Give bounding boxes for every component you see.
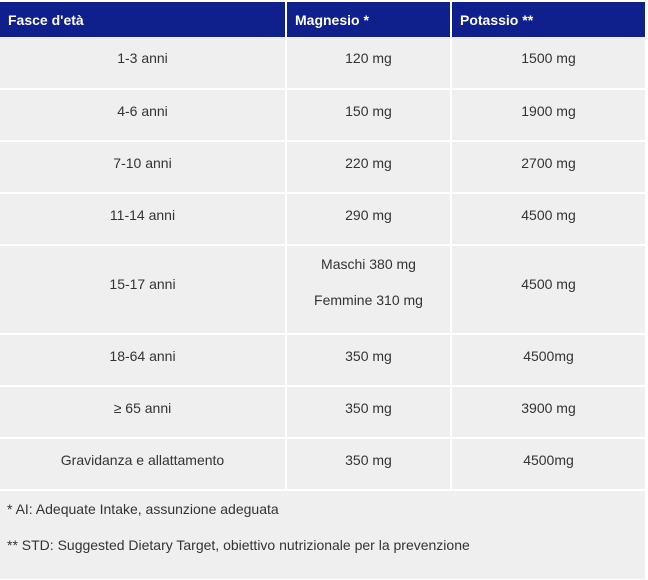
age-cell: 4-6 anni [0,89,287,142]
age-cell: 1-3 anni [0,37,287,90]
table-row: 11-14 anni 290 mg 4500 mg [0,193,645,246]
header-magnesium: Magnesio * [286,2,452,37]
footnote-std: ** STD: Suggested Dietary Target, obiett… [7,537,470,553]
magnesium-cell: 150 mg [286,89,452,142]
magnesium-cell: 350 mg [286,438,452,491]
table-row: 1-3 anni 120 mg 1500 mg [0,37,645,90]
age-cell: 15-17 anni [0,245,287,335]
magnesium-cell: 350 mg [286,334,452,387]
potassium-cell: 4500mg [451,334,645,387]
table-row: Gravidanza e allattamento 350 mg 4500mg [0,438,645,491]
magnesium-male-value: Maschi 380 mg [321,256,416,272]
magnesium-cell: 120 mg [286,37,452,90]
potassium-cell: 4500 mg [451,193,645,246]
footnote-ai: * AI: Adequate Intake, assunzione adegua… [7,501,279,517]
table-row: ≥ 65 anni 350 mg 3900 mg [0,386,645,439]
magnesium-female-value: Femmine 310 mg [314,292,423,308]
potassium-cell: 3900 mg [451,386,645,439]
table-row: 18-64 anni 350 mg 4500mg [0,334,645,387]
table-row: 7-10 anni 220 mg 2700 mg [0,141,645,194]
table-footnotes: * AI: Adequate Intake, assunzione adegua… [0,491,645,579]
nutrient-table: Fasce d'età Magnesio * Potassio ** 1-3 a… [0,2,645,491]
header-potassium: Potassio ** [451,2,645,37]
potassium-cell: 2700 mg [451,141,645,194]
magnesium-cell: 220 mg [286,141,452,194]
potassium-cell: 1500 mg [451,37,645,90]
magnesium-cell: 290 mg [286,193,452,246]
table-header-row: Fasce d'età Magnesio * Potassio ** [0,2,645,37]
age-cell: Gravidanza e allattamento [0,438,287,491]
table-row: 4-6 anni 150 mg 1900 mg [0,89,645,142]
magnesium-cell: Maschi 380 mg Femmine 310 mg [286,245,452,335]
magnesium-cell: 350 mg [286,386,452,439]
header-age-group: Fasce d'età [0,2,287,37]
potassium-cell: 4500 mg [451,245,645,335]
age-cell: 7-10 anni [0,141,287,194]
age-cell: 18-64 anni [0,334,287,387]
potassium-cell: 1900 mg [451,89,645,142]
potassium-cell: 4500mg [451,438,645,491]
age-cell: ≥ 65 anni [0,386,287,439]
age-cell: 11-14 anni [0,193,287,246]
table-row: 15-17 anni Maschi 380 mg Femmine 310 mg … [0,245,645,335]
